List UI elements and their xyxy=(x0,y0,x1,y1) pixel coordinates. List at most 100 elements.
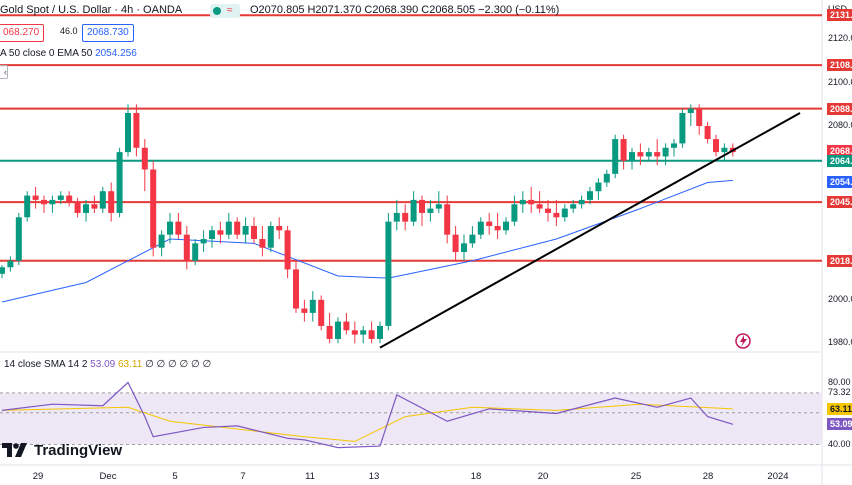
candle xyxy=(41,199,47,205)
sell-button[interactable]: 068.270 xyxy=(0,24,45,42)
alert-icon: ≈ xyxy=(227,5,233,16)
date-tick-label: Dec xyxy=(99,471,117,482)
candle xyxy=(427,208,434,213)
candle xyxy=(679,112,686,144)
candle xyxy=(251,225,257,240)
candle xyxy=(360,330,367,335)
candle xyxy=(74,202,81,213)
rsi-tick-label: 73.32 xyxy=(828,386,851,397)
candle xyxy=(125,112,131,153)
candle xyxy=(570,204,577,209)
candle xyxy=(234,221,241,235)
candle xyxy=(377,325,383,339)
candle xyxy=(687,108,694,113)
candle xyxy=(108,191,115,213)
price-tick-label: 2080.0 xyxy=(828,120,852,131)
rsi-value-tag[interactable]: 53.09 xyxy=(827,418,852,431)
price-tick-label: 2100.0 xyxy=(828,76,852,87)
candle xyxy=(351,330,358,335)
candle xyxy=(7,260,14,268)
status-badge[interactable]: ≈ xyxy=(210,4,240,18)
tradingview-logo[interactable]: TradingView xyxy=(2,440,122,460)
level-price-tag[interactable]: 2108. xyxy=(827,59,852,72)
candle xyxy=(175,221,182,235)
candle xyxy=(24,195,31,218)
symbol-title[interactable]: Gold Spot / U.S. Dollar · 4h · OANDA xyxy=(0,4,183,16)
candle xyxy=(704,126,711,140)
rsi-sma-line xyxy=(1,403,733,442)
candle xyxy=(545,208,551,213)
ema-label: A 50 close 0 EMA 50 xyxy=(0,48,93,59)
candle xyxy=(141,147,148,170)
rsi-sma-value: 63.11 xyxy=(117,359,143,370)
candle xyxy=(0,267,5,274)
date-tick-label: 18 xyxy=(470,471,482,482)
candle xyxy=(276,225,283,231)
spread-value: 46.0 xyxy=(60,26,78,36)
candle xyxy=(671,143,677,148)
date-tick-label: 28 xyxy=(702,471,714,482)
tradingview-icon xyxy=(2,443,27,457)
candle xyxy=(49,199,56,205)
candle xyxy=(721,147,728,153)
candle xyxy=(83,204,89,213)
candle xyxy=(267,225,274,248)
level-price-tag[interactable]: 2088. xyxy=(827,102,852,115)
candle xyxy=(318,299,325,326)
candle xyxy=(587,191,593,200)
date-tick-label: 29 xyxy=(32,471,44,482)
candle xyxy=(419,199,425,213)
level-price-tag[interactable]: 2018. xyxy=(827,254,852,267)
candle xyxy=(528,199,535,205)
date-tick-label: 2024 xyxy=(767,471,789,482)
ema-indicator-label[interactable]: A 50 close 0 EMA 50 2054.256 xyxy=(0,48,137,59)
date-tick-label: 13 xyxy=(368,471,380,482)
candle xyxy=(410,199,417,222)
candle xyxy=(444,204,451,235)
date-tick-label: 11 xyxy=(305,471,315,482)
candle xyxy=(452,234,459,253)
collapse-indicators-icon[interactable]: ‹ xyxy=(0,65,8,79)
candle xyxy=(578,199,585,205)
price-tick-label: 2000.0 xyxy=(828,293,852,304)
candle xyxy=(293,269,299,309)
candle xyxy=(335,321,341,339)
candle xyxy=(393,212,400,222)
candle xyxy=(385,221,392,326)
rsi-line xyxy=(1,381,733,449)
candle xyxy=(200,239,207,244)
candle xyxy=(553,212,560,218)
candle xyxy=(91,204,98,209)
price-tag[interactable]: 2054. xyxy=(827,175,852,188)
ema-value: 2054.256 xyxy=(95,48,137,59)
date-tick-label: 25 xyxy=(630,471,642,482)
brand-name: TradingView xyxy=(34,441,123,459)
candle xyxy=(326,325,333,339)
candle xyxy=(645,152,652,157)
candle xyxy=(696,108,703,127)
candle xyxy=(654,152,661,157)
candle xyxy=(486,221,493,226)
rsi-placeholders: ∅ ∅ ∅ ∅ ∅ ∅ xyxy=(145,359,212,370)
candle xyxy=(209,230,215,240)
buy-button[interactable]: 2068.730 xyxy=(82,24,134,42)
candle xyxy=(503,221,509,231)
price-tick-label: 1980.0 xyxy=(828,337,852,348)
candle xyxy=(167,221,173,235)
lightning-icon[interactable] xyxy=(735,333,751,349)
candle xyxy=(217,230,224,235)
level-price-tag[interactable]: 2045. xyxy=(827,196,852,209)
date-tick-label: 20 xyxy=(537,471,549,482)
price-tag[interactable]: 2064. xyxy=(827,154,852,167)
candle xyxy=(284,230,291,270)
level-price-tag[interactable]: 2131. xyxy=(827,9,852,22)
date-tick-label: 5 xyxy=(172,471,178,482)
rsi-value-tag[interactable]: 63.11 xyxy=(827,402,852,415)
rsi-indicator-label[interactable]: 14 close SMA 14 2 53.09 63.11 ∅ ∅ ∅ ∅ ∅ … xyxy=(4,359,211,370)
candle xyxy=(368,330,375,339)
date-tick-label: 7 xyxy=(240,471,246,482)
rsi-tick-label: 40.00 xyxy=(828,438,851,449)
candle xyxy=(603,173,610,183)
trendline[interactable] xyxy=(379,112,801,349)
